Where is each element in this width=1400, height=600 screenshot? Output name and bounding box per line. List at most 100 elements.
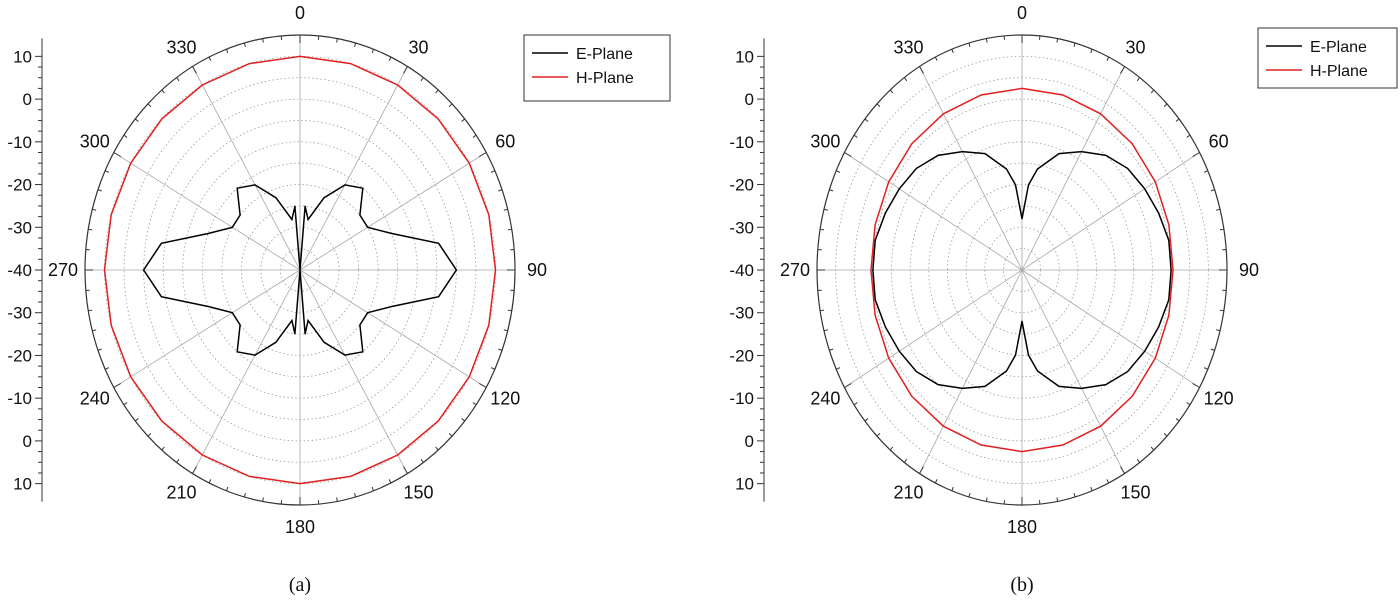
radial-tick-label: 0 [23,90,32,109]
data-point [872,269,874,271]
angle-tick-mark [498,189,503,192]
angle-tick-mark [853,134,858,138]
angle-tick-mark [113,152,121,157]
angle-tick-mark [1210,348,1215,351]
data-point [494,269,497,271]
angle-label: 240 [80,389,110,409]
angle-tick-mark [225,49,229,54]
angle-label: 0 [295,3,305,23]
legend-label: H-Plane [1310,63,1368,80]
data-point [468,376,470,378]
angle-tick-mark [1106,479,1110,484]
angular-gridline [299,269,408,474]
data-point [1027,184,1030,186]
data-point [874,224,876,226]
radial-tick-label: -30 [7,304,32,323]
angle-tick-mark [371,486,375,491]
data-point [1021,320,1023,322]
angle-tick-mark [472,134,477,138]
angle-tick-mark [262,497,264,502]
data-point [236,187,238,189]
angle-tick-mark [104,170,109,173]
data-point [367,312,369,314]
data-point [1081,150,1083,153]
angle-tick-mark [934,479,938,484]
legend: E-Plane H-Plane [523,34,671,102]
angle-tick-mark [844,152,852,157]
angle-tick-mark [113,383,121,388]
data-point [874,299,876,301]
data-point [359,214,361,216]
angle-tick-mark [1203,170,1209,173]
angle-label: 330 [893,37,923,57]
polar-chart-0: 0 30 60 90 120 150 180 210 240 270 300 330 10 0 -10 -20… [7,3,671,537]
data-point [248,63,251,65]
data-point [231,226,233,228]
data-point [359,324,361,326]
data-point [1170,269,1172,271]
radial-tick-label: -40 [729,261,754,280]
angle-tick-mark [243,492,246,498]
angle-tick-mark [448,103,453,108]
angle-tick-mark [844,383,852,388]
angle-tick-mark [461,418,466,422]
angle-tick-mark [823,208,828,211]
angle-tick-mark [472,402,477,406]
radial-tick-label: -30 [729,218,754,237]
angle-tick-mark [192,66,197,74]
data-point [1014,184,1017,186]
angle-tick-mark [461,118,466,122]
radial-tick-label: -30 [729,304,754,323]
data-point [1105,154,1107,157]
angle-tick-mark [208,479,212,484]
angle-tick-mark [1216,208,1221,211]
data-point [362,351,364,353]
data-point [201,454,203,456]
angle-tick-mark [1150,446,1155,451]
angle-tick-mark [1175,418,1180,422]
angle-tick-mark [403,466,408,474]
data-point [961,150,963,153]
angle-tick-mark [1192,383,1200,388]
data-point [942,425,944,427]
data-point [1036,370,1039,372]
data-point [143,269,145,271]
data-point [1027,354,1030,356]
angle-tick-mark [161,446,165,451]
data-point [870,269,872,271]
angle-tick-mark [1203,367,1209,370]
angular-gridline [1021,152,1200,271]
data-point [1062,444,1064,446]
data-point [130,162,132,164]
angle-tick-mark [1192,152,1200,157]
radial-tick-label: -10 [729,133,754,152]
angle-tick-mark [829,348,834,351]
data-point [1105,383,1107,386]
angular-gridline [919,66,1023,271]
data-point [254,354,256,356]
angle-tick-mark [498,348,503,351]
angular-gridline [113,269,301,388]
data-point [291,218,293,221]
data-point [349,475,352,477]
angle-label: 150 [403,483,433,503]
angle-label: 120 [1204,389,1234,409]
radial-tick-label: 10 [13,475,32,494]
angle-tick-mark [1106,56,1110,61]
data-point [236,351,238,353]
angle-tick-mark [968,42,971,48]
angle-tick-mark [889,446,894,451]
data-point [1081,387,1083,390]
data-point [942,113,944,115]
data-point [323,197,325,199]
legend-box [1257,27,1398,89]
data-point [254,184,256,186]
angle-tick-mark [147,103,152,108]
legend: E-Plane H-Plane [1257,27,1398,89]
data-point [1127,371,1129,373]
angle-tick-mark [864,118,869,122]
angle-tick-mark [354,42,357,48]
angle-tick-mark [1056,497,1059,502]
data-point [323,341,325,343]
